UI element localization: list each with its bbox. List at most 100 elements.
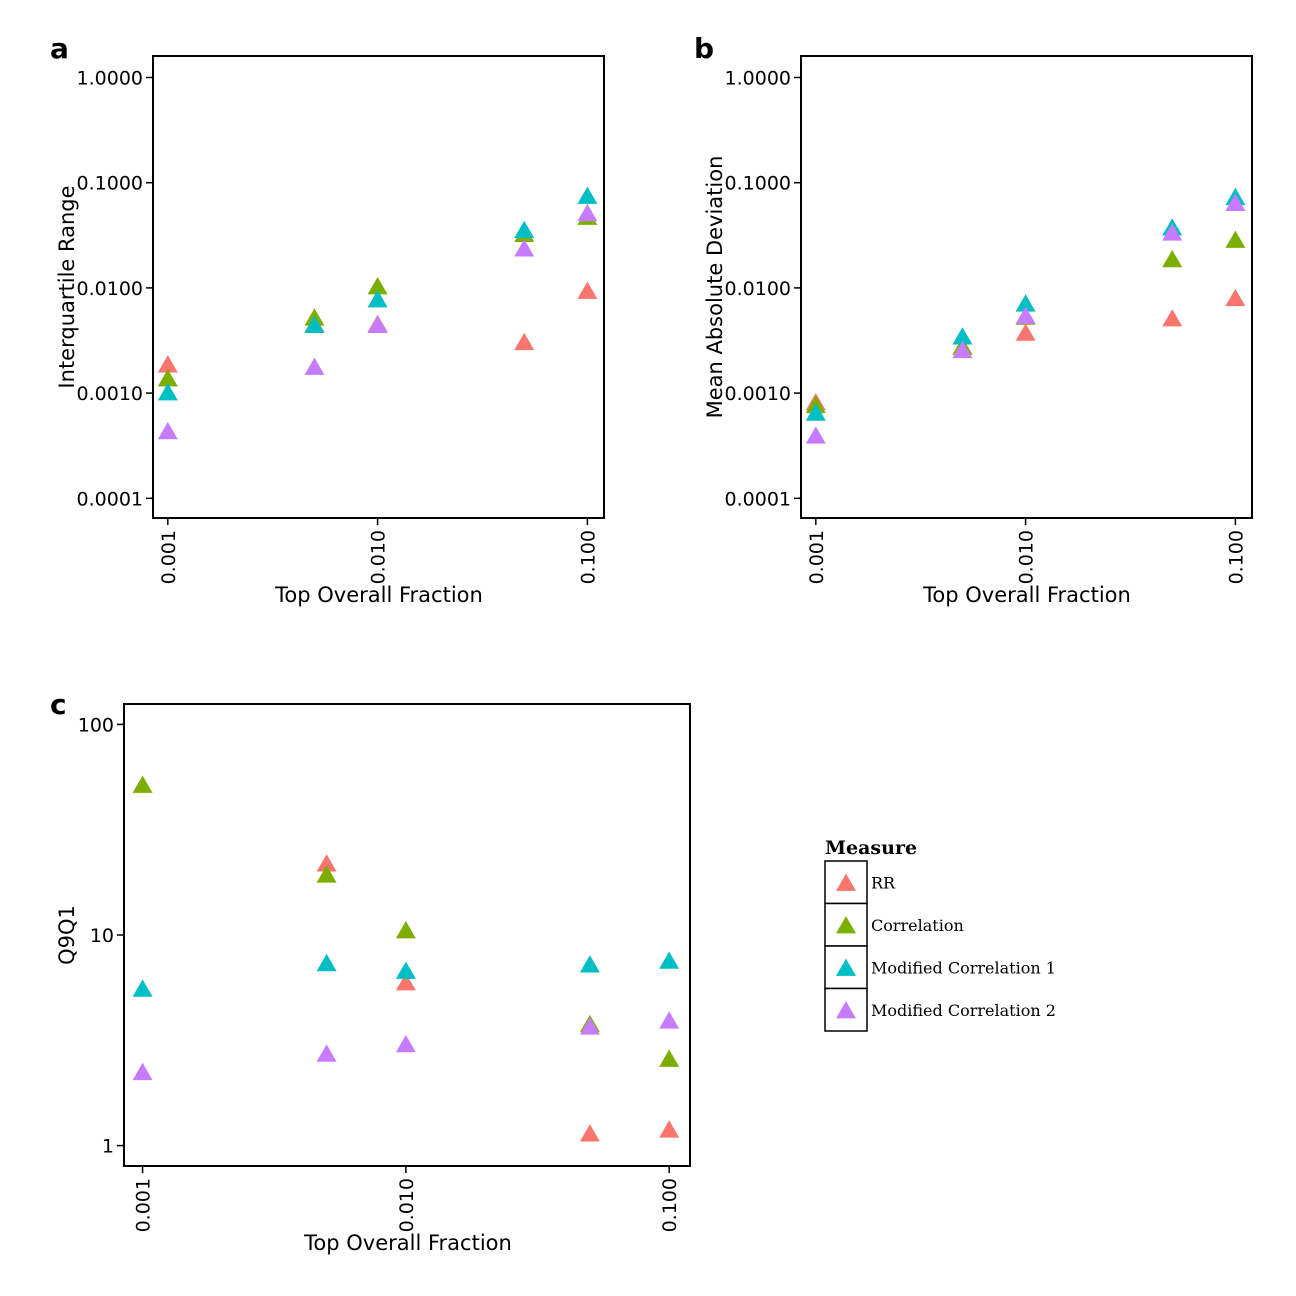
panel-c-point <box>579 1124 600 1142</box>
panel-a-point <box>157 421 178 440</box>
panel-c-xlabel: Top Overall Fraction <box>303 1231 512 1255</box>
legend-marker <box>836 873 856 891</box>
panel-b-x-tick-label: 0.001 <box>806 530 828 584</box>
panel-a-y-tick-label: 0.1000 <box>77 173 143 195</box>
panel-c-y-tick-label: 10 <box>90 925 114 947</box>
panel-c-point <box>579 955 600 973</box>
legend-item-rr: RR <box>824 860 896 905</box>
panel-a-ylabel: Interquartile Range <box>55 185 79 388</box>
panel-a-point <box>514 332 535 351</box>
legend: Measure RR Correlation Modified Correlatio… <box>824 837 1056 1032</box>
panel-c-point <box>659 1011 680 1029</box>
panel-a-series-modified-correlation-2 <box>157 203 598 440</box>
panel-b-point <box>1225 230 1246 248</box>
panel-b-plot: 0.001 0.010 0.100 0.0001 0.0010 0.0100 0.1000 1… <box>725 55 1253 584</box>
panel-c-y-tick-label: 100 <box>78 714 114 736</box>
panel-a-y-tick-label: 0.0010 <box>77 383 143 405</box>
panel-a-point <box>304 357 325 375</box>
panel-a-plot: 0.001 0.010 0.100 0.0001 0.0010 0.0100 0.1000 1… <box>77 55 605 584</box>
panel-b-ylabel: Mean Absolute Deviation <box>703 156 727 419</box>
panel-c-point <box>316 1044 337 1062</box>
panel-c-x-tick-label: 0.001 <box>133 1178 155 1232</box>
panel-c-point <box>659 951 680 969</box>
panel-b-point <box>805 403 826 421</box>
panel-b-x-tick-label: 0.010 <box>1016 530 1038 584</box>
panel-a-point <box>514 239 535 257</box>
panel-b-point <box>1162 309 1183 327</box>
panel-b-point <box>952 327 973 345</box>
panel-c-point <box>316 865 337 883</box>
panel-c-point <box>579 1017 600 1035</box>
panel-c-x-tick-label: 0.100 <box>659 1178 681 1232</box>
panel-b-xlabel: Top Overall Fraction <box>922 583 1131 607</box>
panel-b-y-tick-label: 0.0100 <box>725 278 791 300</box>
panel-a-y-tick-label: 0.0001 <box>77 488 143 510</box>
legend-item-correlation: Correlation <box>824 902 964 947</box>
panel-c-series-modified-correlation-1 <box>132 951 680 997</box>
panel-a-point <box>304 315 325 334</box>
panel-c-point <box>395 1034 416 1053</box>
panel-b-letter: b <box>694 32 714 65</box>
panel-a-x-tick-label: 0.010 <box>368 530 390 584</box>
panel-b-frame <box>800 55 1253 519</box>
panel-b-point <box>1015 306 1036 324</box>
panel-a-xlabel: Top Overall Fraction <box>274 583 483 607</box>
legend-label: RR <box>871 873 896 892</box>
panel-a-point <box>157 355 178 373</box>
panel-a-point <box>577 281 598 299</box>
legend-label: Modified Correlation 1 <box>871 958 1056 977</box>
panel-b-y-tick-label: 0.1000 <box>725 173 791 195</box>
panel-c-point <box>395 961 416 979</box>
legend-item-modified-correlation-2: Modified Correlation 2 <box>824 987 1056 1032</box>
panel-a-point <box>367 277 388 295</box>
panel-c-point <box>395 921 416 939</box>
panel-b-point <box>1225 288 1246 307</box>
panel-c-ylabel: Q9Q1 <box>55 905 79 965</box>
panel-c-point <box>659 1049 680 1067</box>
panel-a-y-tick-label: 1.0000 <box>77 67 143 89</box>
panel-b-point <box>1015 323 1036 341</box>
panel-c-point <box>395 973 416 991</box>
panel-b-point <box>1015 294 1036 312</box>
panel-c-y-tick-label: 1 <box>102 1136 114 1158</box>
panel-a-point <box>367 290 388 308</box>
panel-a-letter: a <box>50 32 69 65</box>
panel-b-point <box>1162 223 1183 241</box>
legend-label: Correlation <box>871 916 964 935</box>
panel-c-point <box>132 1062 153 1081</box>
panel-a-point <box>157 383 178 401</box>
panel-c-point <box>659 1120 680 1138</box>
panel-a-point <box>514 220 535 239</box>
panel-a-point <box>577 203 598 222</box>
panel-b-x-tick-label: 0.100 <box>1225 530 1247 584</box>
panel-a-series-modified-correlation-1 <box>157 186 598 401</box>
panel-a-point <box>367 315 388 334</box>
panel-a-y-tick-label: 0.0100 <box>77 278 143 300</box>
panel-b-point <box>952 340 973 359</box>
panel-c-x-tick-label: 0.010 <box>396 1178 418 1232</box>
panel-c-series-modified-correlation-2 <box>132 1011 680 1081</box>
panel-b: b 0.001 0.010 0.100 0.0001 0.0010 0.0100 0.100… <box>694 32 1253 607</box>
panel-b-y-tick-label: 0.0001 <box>725 488 791 510</box>
legend-label: Modified Correlation 2 <box>871 1001 1056 1020</box>
panel-b-point <box>1225 193 1246 212</box>
panel-a: a 0.001 0.010 0.100 0.0001 0.0010 0.0100 0.100… <box>50 32 605 607</box>
panel-a-x-tick-label: 0.100 <box>577 530 599 584</box>
panel-b-y-tick-label: 1.0000 <box>725 67 791 89</box>
legend-item-modified-correlation-1: Modified Correlation 1 <box>824 945 1056 990</box>
panel-a-point <box>577 186 598 204</box>
panel-c-letter: c <box>50 688 67 721</box>
panel-b-y-tick-label: 0.0010 <box>725 383 791 405</box>
legend-items: RR Correlation Modified Correlation 1 Modif… <box>824 860 1056 1032</box>
panel-a-point <box>157 369 178 387</box>
panel-c-point <box>316 854 337 872</box>
legend-marker <box>836 958 856 976</box>
panel-c-point <box>132 775 153 793</box>
panel-c-plot: 0.001 0.010 0.100 1 10 100 <box>78 703 691 1232</box>
panel-c: c 0.001 0.010 0.100 1 10 100 Top Overall Frac… <box>50 688 691 1255</box>
legend-marker <box>836 916 856 934</box>
panel-c-series-rr <box>316 854 680 1142</box>
panel-a-frame <box>152 55 605 519</box>
